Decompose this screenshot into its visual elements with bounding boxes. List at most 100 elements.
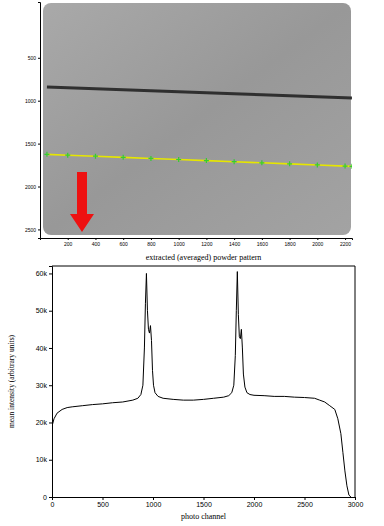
- y-tick: 500: [28, 55, 40, 61]
- x-tick: 400: [92, 238, 101, 247]
- y-tick-label: 1000: [25, 98, 36, 104]
- x-tick-label: 1600: [257, 241, 268, 247]
- y-tick-label: 60k: [36, 270, 48, 277]
- y-tick-label: 30k: [36, 382, 48, 389]
- marker: [65, 153, 70, 158]
- marker: [287, 161, 292, 166]
- y-tick-mark: [38, 101, 40, 102]
- marker: [350, 164, 353, 169]
- x-tick-label: 1200: [201, 241, 212, 247]
- x-tick: 0: [51, 497, 55, 508]
- x-tick-mark: [204, 497, 205, 500]
- x-tick-label: 400: [92, 241, 101, 247]
- y-axis: 500 1000 1500 2000 2500: [25, 3, 41, 239]
- y-tick: 0: [43, 494, 52, 501]
- y-tick: 1000: [25, 98, 40, 104]
- x-tick: 500: [97, 497, 109, 508]
- y-tick-mark: [38, 58, 40, 59]
- marker: [232, 159, 237, 164]
- y-tick-mark: [38, 144, 40, 145]
- y-tick: 1500: [25, 141, 40, 147]
- y-tick-label: 2000: [25, 184, 36, 190]
- figure: 200 400 600 800 1000 1200 1400 1600 1800 2000 2200…: [0, 0, 384, 526]
- x-tick: 200: [64, 238, 73, 247]
- y-axis-line: [38, 3, 41, 239]
- y-tick: 30k: [36, 382, 52, 389]
- y-tick-mark: [49, 311, 52, 312]
- ring-line: [47, 87, 352, 98]
- x-tick-label: 800: [147, 241, 156, 247]
- y-tick-label: 10k: [36, 456, 48, 463]
- marker: [44, 152, 49, 157]
- x-tick: 3000: [348, 497, 364, 508]
- marker: [176, 157, 181, 162]
- x-tick-label: 2200: [340, 241, 351, 247]
- x-tick-mark: [355, 497, 356, 500]
- x-tick: 2200: [340, 238, 351, 247]
- x-tick-label: 2500: [297, 501, 313, 508]
- marker: [259, 160, 264, 165]
- ring-line: [47, 154, 352, 166]
- y-tick-mark: [49, 422, 52, 423]
- x-tick: 2000: [247, 497, 263, 508]
- y-tick-mark: [49, 348, 52, 349]
- plot-area: [52, 272, 351, 497]
- y-tick-label: 50k: [36, 307, 48, 314]
- x-tick: 2500: [297, 497, 313, 508]
- x-axis-line: [41, 239, 353, 241]
- x-tick-label: 1800: [285, 241, 296, 247]
- y-tick-label: 1500: [25, 141, 36, 147]
- y-axis-title: mean intensity (arbitrary units): [7, 334, 16, 428]
- x-tick: 1200: [201, 238, 212, 247]
- marker: [121, 155, 126, 160]
- y-tick-label: 2500: [25, 227, 36, 233]
- y-axis-line: [49, 267, 53, 498]
- y-tick: 2500: [25, 227, 40, 233]
- chart-1: 0 500 1000 1500 2000 2500 3000 0 10k 20k 30k 40k 50k…: [7, 253, 363, 521]
- x-tick-label: 500: [97, 501, 109, 508]
- x-axis: 0 500 1000 1500 2000 2500 3000: [51, 497, 364, 508]
- y-tick: 60k: [36, 270, 52, 277]
- x-tick-label: 600: [120, 241, 129, 247]
- x-tick-label: 0: [51, 501, 55, 508]
- marker: [204, 158, 209, 163]
- y-tick-mark: [49, 497, 52, 498]
- y-tick-label: 500: [28, 55, 37, 61]
- x-tick: 1500: [196, 497, 212, 508]
- y-tick-mark: [49, 460, 52, 461]
- plot-area: [44, 87, 352, 169]
- x-tick: 800: [147, 238, 156, 247]
- x-tick-label: 2000: [247, 501, 263, 508]
- y-tick: 10k: [36, 456, 52, 463]
- detector-image: [43, 3, 351, 235]
- y-tick: 2000: [25, 184, 40, 190]
- marker: [343, 164, 348, 169]
- y-tick-label: 0: [43, 494, 47, 501]
- x-tick-label: 1000: [146, 501, 162, 508]
- y-tick-mark: [49, 273, 52, 274]
- marker: [148, 156, 153, 161]
- marker: [93, 154, 98, 159]
- y-tick-mark: [49, 385, 52, 386]
- x-tick-label: 200: [64, 241, 73, 247]
- x-tick-mark: [153, 497, 154, 500]
- x-tick-mark: [254, 497, 255, 500]
- x-tick: 1600: [257, 238, 268, 247]
- x-axis-line: [53, 498, 356, 501]
- y-tick: 20k: [36, 419, 52, 426]
- chart-container: 200 400 600 800 1000 1200 1400 1600 1800 2000 2200…: [0, 0, 384, 526]
- x-tick: 600: [120, 238, 129, 247]
- x-tick-label: 3000: [348, 501, 364, 508]
- x-tick-label: 1500: [196, 501, 212, 508]
- chart-title: extracted (averaged) powder pattern: [146, 253, 262, 262]
- x-tick: 1400: [229, 238, 240, 247]
- y-tick-mark: [38, 187, 40, 188]
- y-tick-label: 20k: [36, 419, 48, 426]
- data-line: [52, 272, 351, 497]
- y-tick-label: 40k: [36, 345, 48, 352]
- x-tick-label: 2000: [312, 241, 323, 247]
- plot-frame: [52, 266, 355, 497]
- red-arrow: [70, 172, 94, 232]
- marker: [315, 162, 320, 167]
- x-axis-title: photo channel: [181, 512, 227, 521]
